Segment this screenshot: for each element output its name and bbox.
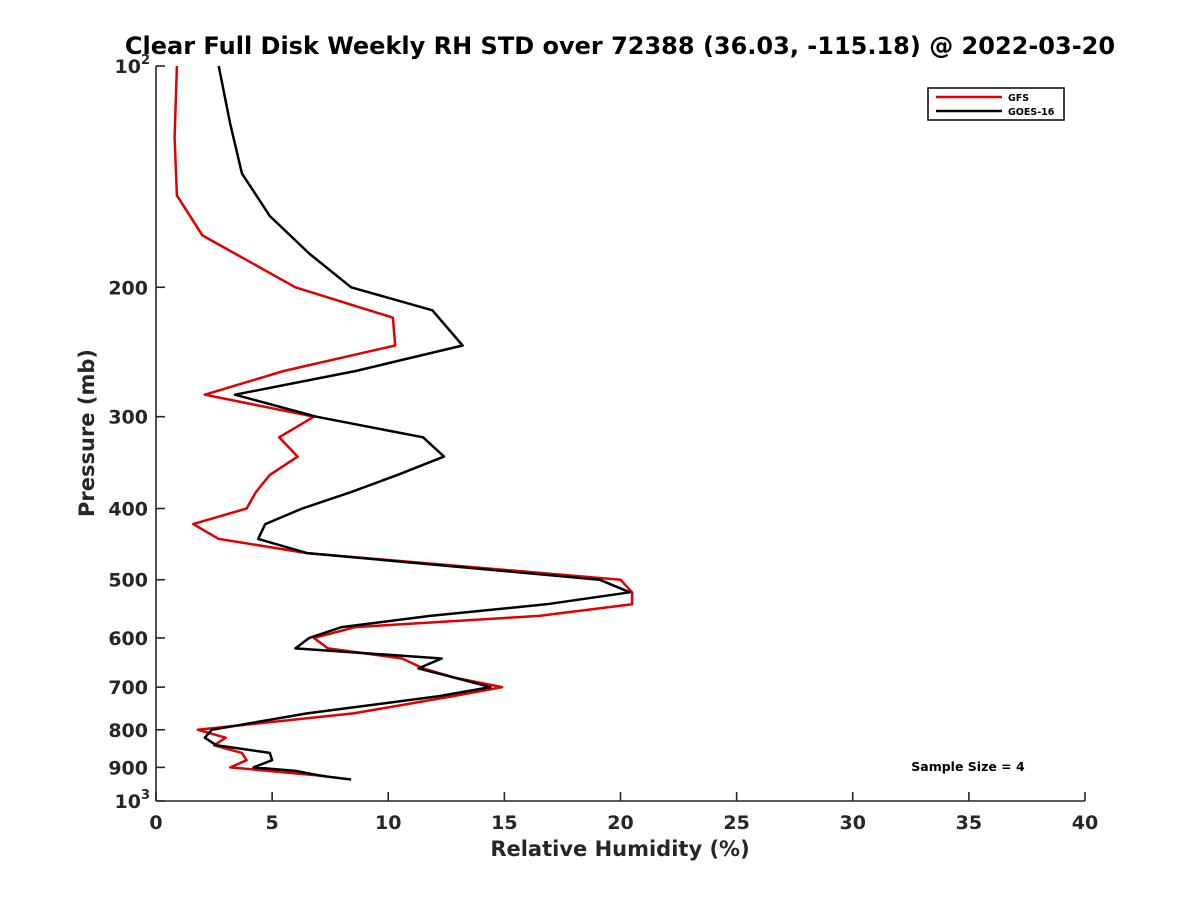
x-tick-label: 35 [956, 812, 982, 834]
legend-label-gfs: GFS [1008, 93, 1029, 104]
series-line-gfs [173, 65, 634, 778]
y-tick-label: 700 [108, 677, 148, 699]
x-tick-label: 5 [266, 812, 279, 834]
legend-box [927, 87, 1065, 121]
y-tick-label: 400 [108, 499, 148, 521]
y-tick-label: 200 [108, 277, 148, 299]
y-tick-label: 900 [108, 757, 148, 779]
legend: GFS GOES-16 [927, 87, 1065, 121]
x-tick-label: 10 [375, 812, 401, 834]
series-group [173, 65, 634, 781]
series-line-goes16 [203, 65, 632, 781]
x-tick-label: 0 [149, 812, 162, 834]
sample-size-annotation: Sample Size = 4 [911, 759, 1025, 774]
x-axis-label: Relative Humidity (%) [490, 837, 749, 861]
x-tick-label: 25 [723, 812, 749, 834]
x-tick-label: 40 [1072, 812, 1098, 834]
legend-label-goes16: GOES-16 [1008, 107, 1055, 118]
plot-frame [156, 66, 1085, 801]
x-axis: 0 5 10 15 20 25 30 35 40 [149, 792, 1098, 834]
y-tick-label: 102 [115, 53, 151, 78]
x-tick-label: 30 [840, 812, 866, 834]
x-tick-label: 20 [607, 812, 633, 834]
y-tick-label: 800 [108, 720, 148, 742]
y-axis: 102 200 300 400 500 600 700 800 900 103 [108, 53, 165, 813]
y-tick-label: 103 [115, 788, 151, 813]
chart-title: Clear Full Disk Weekly RH STD over 72388… [125, 32, 1115, 60]
y-tick-label: 500 [108, 570, 148, 592]
y-axis-label: Pressure (mb) [75, 349, 99, 517]
x-tick-label: 15 [491, 812, 517, 834]
y-tick-label: 600 [108, 628, 148, 650]
y-tick-label: 300 [108, 407, 148, 429]
